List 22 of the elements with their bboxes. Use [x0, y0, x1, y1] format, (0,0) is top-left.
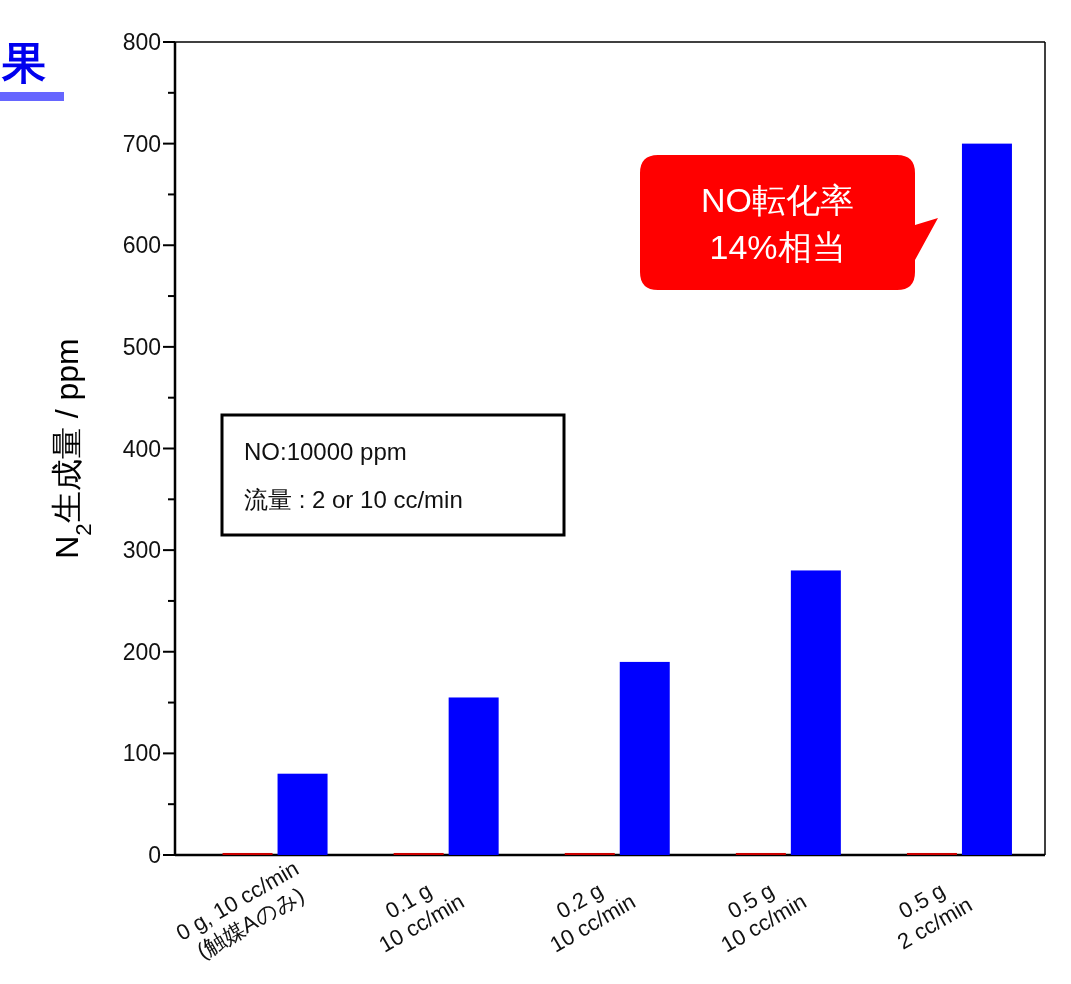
- chart-title: 果: [1, 38, 46, 87]
- bar: [790, 570, 841, 855]
- y-tick-label: 100: [122, 740, 161, 767]
- bar: [906, 852, 957, 855]
- bar: [619, 661, 670, 855]
- y-tick-label: 500: [122, 333, 161, 360]
- bar: [393, 852, 444, 855]
- y-tick-label: 0: [148, 842, 161, 868]
- bar: [222, 852, 273, 855]
- bar: [448, 697, 499, 855]
- y-tick-label: 200: [122, 638, 161, 665]
- y-tick-label: 700: [122, 130, 161, 157]
- annotation: NO:10000 ppm 流量 : 2 or 10 cc/min: [244, 438, 463, 513]
- y-tick-label: 300: [122, 537, 161, 564]
- bar: [564, 852, 615, 855]
- bar: [735, 852, 786, 855]
- bar: [961, 143, 1012, 855]
- y-tick-label: 600: [122, 232, 161, 259]
- bar: [277, 773, 328, 855]
- y-tick-label: 800: [122, 29, 161, 55]
- y-tick-label: 400: [122, 435, 161, 462]
- annotation: NO転化率 14%相当: [701, 181, 854, 266]
